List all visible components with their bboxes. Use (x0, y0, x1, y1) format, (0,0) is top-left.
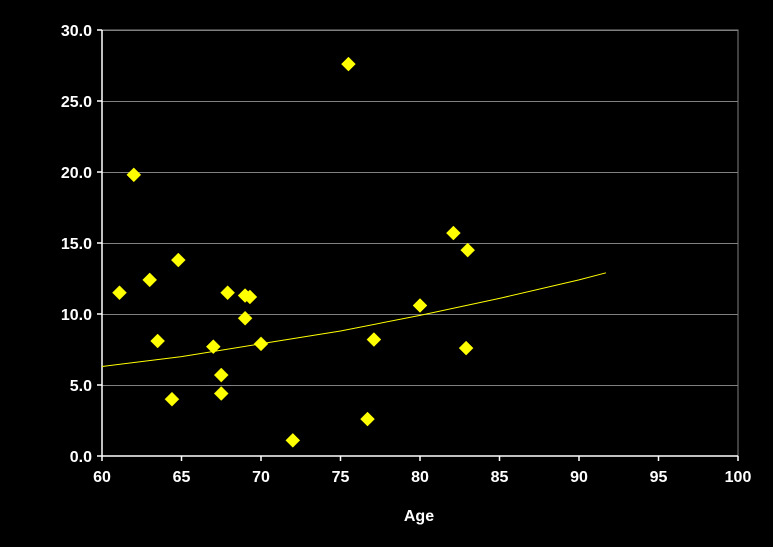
y-tick-label-2: 10.0 (61, 307, 92, 324)
y-tick-label-5: 25.0 (61, 94, 92, 111)
x-tick-label-0: 60 (93, 469, 111, 486)
data-point-19 (446, 225, 461, 241)
y-tick-label-3: 15.0 (61, 236, 92, 253)
data-point-16 (360, 411, 375, 427)
data-point-7 (213, 367, 229, 383)
horizontal-gridlines (102, 30, 738, 386)
data-point-21 (460, 242, 476, 258)
data-point-1 (126, 167, 142, 183)
data-point-2 (142, 272, 158, 288)
x-tick-label-4: 80 (411, 469, 429, 486)
y-tick-labels: 0.0 5.0 10.0 15.0 20.0 25.0 30.0 (61, 23, 92, 466)
data-point-6 (205, 339, 221, 355)
x-axis-title: Age (404, 508, 434, 525)
x-tick-label-8: 100 (725, 469, 752, 486)
x-tick-label-6: 90 (570, 469, 588, 486)
x-tick-label-5: 85 (491, 469, 509, 486)
y-tick-label-6: 30.0 (61, 23, 92, 40)
data-point-0 (112, 285, 127, 301)
data-point-8 (213, 386, 229, 401)
x-tick-label-3: 75 (332, 469, 350, 486)
data-point-15 (341, 56, 356, 72)
data-point-12 (242, 289, 258, 305)
y-tick-label-0: 0.0 (70, 449, 92, 466)
data-point-9 (220, 285, 235, 301)
data-point-3 (150, 333, 166, 349)
data-point-20 (458, 340, 474, 356)
data-point-11 (237, 310, 253, 326)
data-point-4 (164, 391, 180, 407)
data-point-17 (366, 332, 382, 347)
x-tick-labels: 60 65 70 75 80 85 90 95 100 (93, 469, 751, 486)
data-point-14 (285, 433, 301, 448)
x-tick-label-7: 95 (650, 469, 668, 486)
data-point-13 (253, 336, 269, 352)
axes (97, 29, 739, 461)
y-tick-label-4: 20.0 (61, 165, 92, 182)
x-tick-label-2: 70 (252, 469, 270, 486)
x-tick-label-1: 65 (173, 469, 191, 486)
trendline-curve (101, 272, 607, 367)
data-points (112, 56, 476, 448)
y-tick-label-1: 5.0 (70, 378, 92, 395)
trendline (101, 272, 607, 367)
data-point-18 (412, 298, 428, 313)
data-point-5 (170, 252, 186, 268)
